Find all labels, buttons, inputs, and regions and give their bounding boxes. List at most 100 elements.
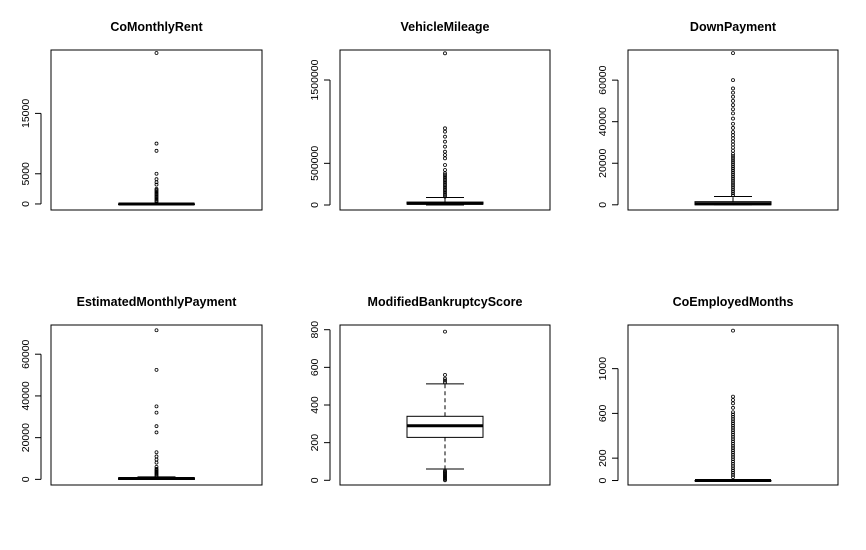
- outlier-point: [443, 149, 447, 154]
- outlier-point: [154, 188, 159, 192]
- y-tick-label: 20000: [597, 148, 609, 177]
- outlier-point: [731, 107, 735, 112]
- outlier-point: [731, 328, 735, 333]
- y-tick-label: 0: [20, 201, 32, 207]
- chart-title: ModifiedBankruptcyScore: [368, 295, 523, 309]
- outlier-point: [154, 410, 159, 415]
- y-tick-label: 1500000: [309, 59, 321, 100]
- outlier-point: [731, 158, 735, 163]
- outlier-point: [731, 162, 735, 167]
- y-tick-label: 200: [309, 434, 321, 452]
- outlier-point: [731, 136, 735, 141]
- outlier-point: [731, 443, 735, 448]
- outlier-point: [443, 156, 447, 161]
- outlier-point: [443, 153, 447, 157]
- chart-title: CoEmployedMonths: [673, 295, 794, 309]
- outlier-point: [731, 187, 735, 192]
- outlier-point: [154, 194, 159, 199]
- y-tick-label: 20000: [20, 423, 32, 452]
- outlier-point: [731, 432, 735, 437]
- outlier-point: [154, 141, 159, 146]
- outlier-point: [731, 419, 735, 424]
- y-tick-label: 40000: [20, 381, 32, 410]
- outlier-point: [731, 189, 735, 194]
- outlier-point: [731, 139, 735, 144]
- outlier-point: [443, 51, 447, 56]
- panel-2: VehicleMileage 0 500000 1500000: [309, 20, 551, 211]
- y-tick-label: 400: [309, 396, 321, 414]
- outlier-point: [731, 133, 735, 138]
- plot-frame: [339, 324, 551, 486]
- outlier-point: [731, 164, 735, 169]
- outlier-point: [731, 103, 735, 107]
- outlier-point: [731, 181, 735, 185]
- outlier-point: [443, 134, 447, 139]
- y-tick-label: 0: [309, 202, 321, 208]
- outlier-point: [154, 464, 159, 469]
- outlier-point: [731, 441, 735, 446]
- outlier-point: [731, 160, 735, 165]
- outlier-point: [731, 434, 735, 439]
- outlier-point: [731, 145, 735, 150]
- outlier-point: [443, 329, 447, 334]
- outlier-point: [731, 412, 735, 417]
- outlier-point: [731, 439, 735, 444]
- outlier-point: [154, 191, 159, 196]
- y-tick-label: 1000: [597, 357, 609, 381]
- outlier-point: [731, 170, 735, 175]
- panel-4: EstimatedMonthlyPayment 0 20000 40000 60000: [20, 295, 263, 486]
- panel-5: ModifiedBankruptcyScore 0 200 400 600 800: [309, 295, 551, 486]
- outlier-point: [443, 168, 447, 172]
- outlier-point: [443, 126, 447, 131]
- outlier-point: [731, 193, 735, 198]
- outlier-point: [731, 90, 735, 95]
- outlier-point: [731, 448, 735, 453]
- outlier-point: [154, 457, 159, 462]
- outlier-point: [154, 193, 159, 197]
- outlier-point: [731, 111, 735, 116]
- outlier-point: [443, 144, 447, 149]
- outlier-point: [731, 142, 735, 147]
- outlier-point: [731, 455, 735, 459]
- plot-frame: [50, 324, 263, 486]
- chart-title: EstimatedMonthlyPayment: [77, 295, 238, 309]
- outlier-point: [154, 190, 159, 195]
- outlier-point: [731, 466, 735, 471]
- outlier-point: [154, 424, 159, 429]
- outlier-point: [731, 51, 735, 56]
- outlier-point: [731, 464, 735, 468]
- outlier-point: [731, 468, 735, 473]
- outlier-point: [154, 51, 159, 55]
- outlier-point: [154, 195, 159, 200]
- outlier-point: [731, 116, 735, 121]
- outlier-point: [731, 166, 735, 171]
- y-tick-label: 500000: [309, 146, 321, 181]
- outlier-point: [731, 423, 735, 428]
- outlier-point: [731, 475, 735, 480]
- plot-frame: [627, 49, 839, 211]
- outlier-point: [443, 173, 447, 177]
- outlier-point: [154, 186, 159, 191]
- outlier-point: [731, 421, 735, 426]
- outlier-point: [731, 183, 735, 187]
- outlier-point: [731, 179, 735, 183]
- outlier-point: [731, 148, 735, 153]
- outlier-point: [731, 168, 735, 173]
- outlier-point: [731, 154, 735, 158]
- outlier-point: [154, 177, 159, 182]
- y-tick-label: 800: [309, 321, 321, 339]
- outlier-point: [443, 380, 447, 385]
- outlier-point: [154, 148, 159, 153]
- outlier-point: [731, 121, 735, 126]
- chart-title: VehicleMileage: [401, 20, 490, 34]
- y-tick-label: 0: [20, 476, 32, 482]
- outlier-point: [731, 414, 735, 419]
- plot-frame: [339, 49, 551, 211]
- outlier-point: [731, 470, 735, 475]
- outlier-point: [154, 450, 159, 455]
- outlier-point: [731, 457, 735, 462]
- outlier-point: [154, 182, 159, 187]
- outlier-point: [731, 446, 735, 450]
- chart-title: DownPayment: [690, 20, 777, 34]
